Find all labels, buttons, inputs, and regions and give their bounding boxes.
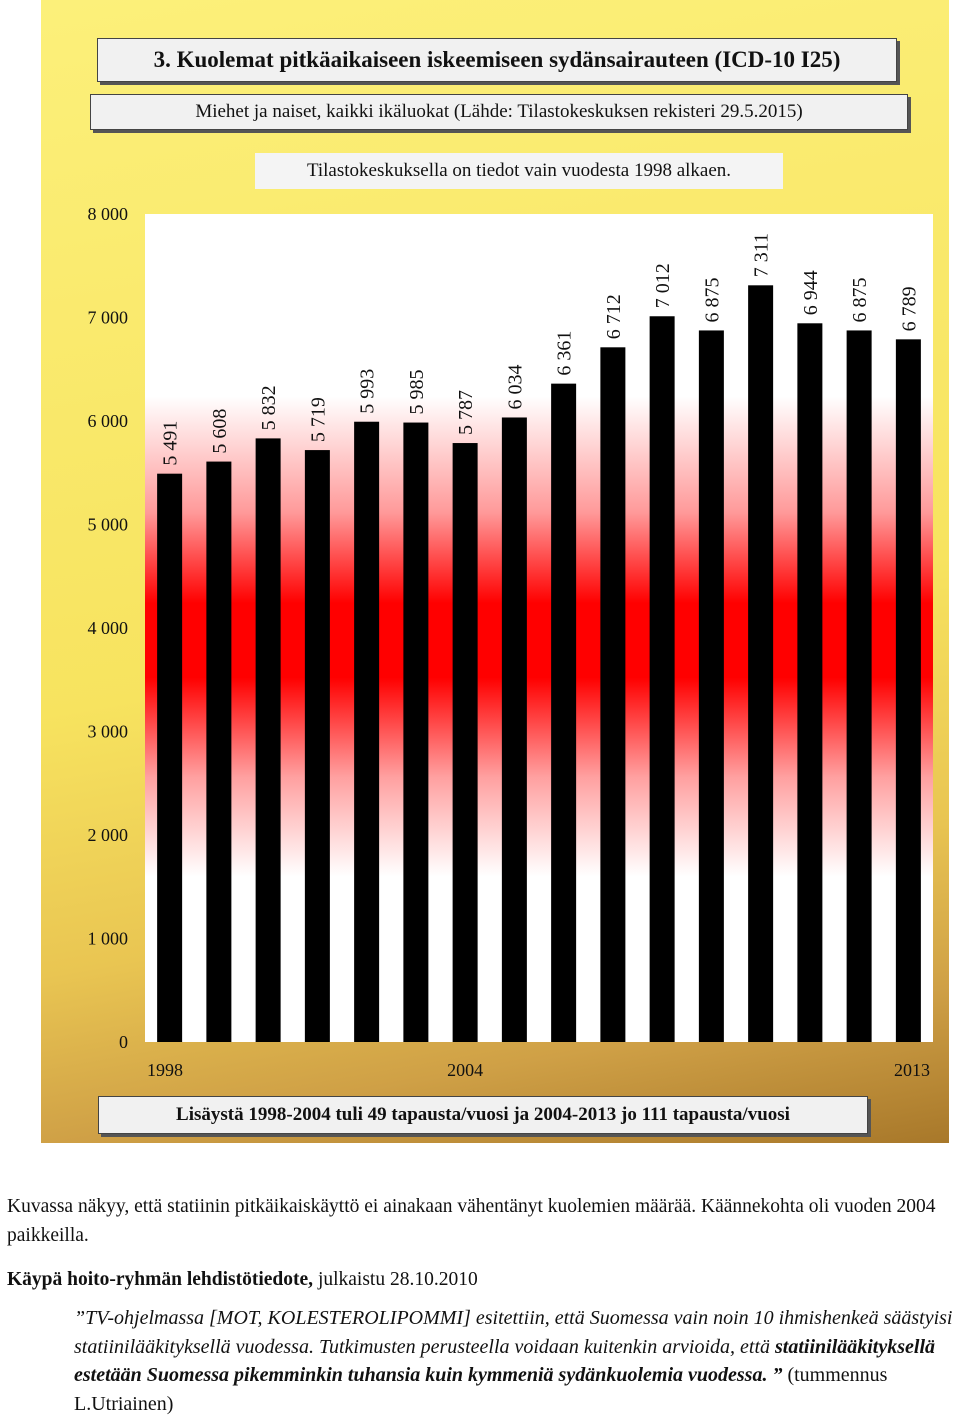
y-tick-label: 8 000 xyxy=(88,204,129,224)
bar-value-label: 6 034 xyxy=(504,364,526,409)
bar-chart: 0 1 000 2 000 3 000 4 000 5 000 6 000 7 000 8 00… xyxy=(88,204,933,1080)
quotation: ”TV-ohjelmassa [MOT, KOLESTEROLIPOMMI] e… xyxy=(74,1304,954,1418)
quote-emphasis: statiinilääkityksellä estetään Suomessa … xyxy=(74,1335,936,1387)
bar xyxy=(354,421,380,1042)
x-tick-label: 1998 xyxy=(147,1060,183,1080)
bar xyxy=(551,383,577,1043)
bar xyxy=(600,347,626,1043)
bar-value-label: 7 311 xyxy=(751,233,773,277)
y-tick-label: 0 xyxy=(119,1032,128,1052)
bar xyxy=(255,438,281,1042)
bar-value-labels: 5 491 5 608 5 832 5 719 5 993 5 985 5 787 6 034… xyxy=(160,233,921,466)
quote-attribution: (tummennus L.Utriainen) xyxy=(74,1364,888,1415)
bar-value-label: 5 985 xyxy=(406,370,428,415)
bar xyxy=(206,461,232,1042)
y-tick-label: 2 000 xyxy=(88,825,129,845)
x-tick-label: 2013 xyxy=(894,1060,930,1080)
y-tick-label: 5 000 xyxy=(88,515,129,535)
chart-title: 3. Kuolemat pitkäaikaiseen iskeemiseen s… xyxy=(97,38,897,82)
bar xyxy=(797,323,823,1042)
y-tick-label: 6 000 xyxy=(88,411,129,431)
bar xyxy=(452,443,478,1042)
bar-value-label: 6 712 xyxy=(603,294,625,339)
bar-value-label: 6 875 xyxy=(701,277,723,322)
bar-value-label: 5 787 xyxy=(455,390,477,435)
bar-value-label: 5 719 xyxy=(307,397,329,442)
bar-value-label: 5 491 xyxy=(160,421,182,466)
bar-value-label: 6 361 xyxy=(554,331,576,376)
y-axis: 0 1 000 2 000 3 000 4 000 5 000 6 000 7 000 8 00… xyxy=(88,204,129,1052)
bar xyxy=(403,422,429,1042)
y-tick-label: 3 000 xyxy=(88,722,129,742)
commentary-paragraph: Kuvassa näkyy, että statiinin pitkäikais… xyxy=(7,1196,936,1246)
bar-value-label: 6 944 xyxy=(800,270,822,315)
bar xyxy=(501,417,527,1043)
bar xyxy=(649,316,675,1042)
bar-value-label: 6 875 xyxy=(849,277,871,322)
chart-footer-annotation: Lisäystä 1998-2004 tuli 49 tapausta/vuos… xyxy=(98,1096,868,1134)
press-release-name: Käypä hoito-ryhmän lehdistötiedote, xyxy=(7,1269,314,1290)
bar xyxy=(698,330,724,1042)
bar xyxy=(895,339,921,1042)
bar xyxy=(304,450,330,1042)
chart-note: Tilastokeskuksella on tiedot vain vuodes… xyxy=(255,153,783,189)
bar xyxy=(846,330,872,1042)
y-tick-label: 1 000 xyxy=(88,929,129,949)
chart-subtitle: Miehet ja naiset, kaikki ikäluokat (Lähd… xyxy=(90,94,908,130)
press-release-date: julkaistu 28.10.2010 xyxy=(313,1269,478,1290)
x-axis: 1998 2004 2013 xyxy=(147,1060,930,1080)
bar-value-label: 5 993 xyxy=(357,369,379,414)
bars xyxy=(157,285,921,1043)
bar-value-label: 6 789 xyxy=(898,286,920,331)
x-tick-label: 2004 xyxy=(447,1060,483,1080)
press-release-source: Käypä hoito-ryhmän lehdistötiedote, julk… xyxy=(7,1265,953,1294)
y-tick-label: 7 000 xyxy=(88,308,129,328)
bar xyxy=(157,473,183,1042)
bar xyxy=(748,285,774,1042)
bar-value-label: 7 012 xyxy=(652,263,674,308)
bar-value-label: 5 608 xyxy=(209,409,231,454)
y-tick-label: 4 000 xyxy=(88,618,129,638)
quote-text: ”TV-ohjelmassa [MOT, KOLESTEROLIPOMMI] e… xyxy=(74,1307,953,1358)
bar-value-label: 5 832 xyxy=(258,385,280,430)
